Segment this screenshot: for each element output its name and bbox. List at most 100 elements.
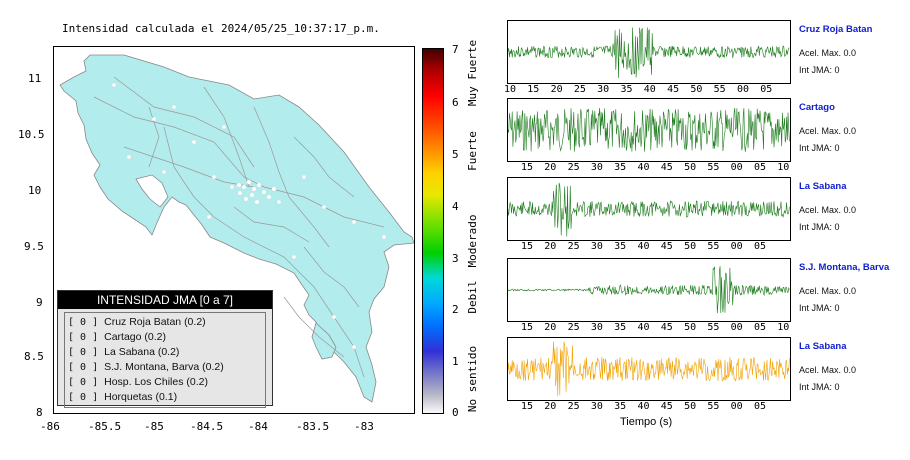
time-tick: 00 — [736, 84, 750, 95]
waveform-line — [508, 266, 790, 314]
waveform-line — [508, 27, 790, 79]
waveform-line — [508, 182, 790, 237]
gulf-nicoya — [135, 174, 169, 208]
colorbar-tick: 5 — [452, 148, 459, 161]
colorbar-label-muy-fuerte: Muy Fuerte — [466, 39, 479, 107]
time-tick: 10 — [503, 84, 517, 95]
legend-item: [ 0 ] Cartago (0.2) — [68, 330, 262, 345]
time-tick: 50 — [684, 401, 697, 412]
time-tick: 15 — [520, 162, 534, 173]
station-accel: Acel. Max. 0.0 — [799, 286, 857, 296]
waveform-time-axis: 15 20 25 30 35 40 45 50 55 00 05 10 — [505, 322, 795, 334]
legend-item-value: [ 0 ] — [68, 332, 99, 343]
time-tick: 45 — [660, 322, 673, 333]
legend-item: [ 0 ] Hosp. Los Chiles (0.2) — [68, 375, 262, 390]
time-tick: 35 — [620, 84, 633, 95]
time-tick: 55 — [713, 84, 726, 95]
lon-tick: -83 — [354, 420, 374, 433]
legend-item-value: [ 0 ] — [68, 362, 99, 373]
station-name: Cruz Roja Batan — [799, 24, 873, 35]
lat-tick: 8.5 — [24, 350, 44, 363]
waveform-time-axis: 15 20 25 30 35 40 45 50 55 00 05 — [505, 241, 795, 253]
waveform-panel[interactable] — [507, 98, 791, 162]
colorbar-label-fuerte: Fuerte — [466, 131, 479, 171]
time-tick: 25 — [567, 322, 580, 333]
legend-item-value: [ 0 ] — [68, 377, 99, 388]
time-axis-label: Tiempo (s) — [620, 416, 673, 428]
time-tick: 55 — [707, 322, 720, 333]
lat-tick: 8 — [36, 406, 43, 419]
time-tick: 00 — [730, 162, 743, 173]
time-tick: 15 — [520, 322, 534, 333]
time-tick: 55 — [707, 241, 720, 252]
station-name: S.J. Montana, Barva — [799, 262, 890, 273]
waveform-panel[interactable] — [507, 20, 791, 84]
lon-tick: -85 — [144, 420, 164, 433]
station-int: Int JMA: 0 — [799, 143, 840, 153]
time-tick: 05 — [760, 84, 773, 95]
time-tick: 25 — [567, 241, 580, 252]
legend-item-value: [ 0 ] — [68, 317, 99, 328]
intensity-legend: INTENSIDAD JMA [0 a 7] [ 0 ] Cruz Roja Ba… — [57, 290, 273, 408]
time-tick: 30 — [590, 401, 603, 412]
legend-item: [ 0 ] Cruz Roja Batan (0.2) — [68, 315, 262, 330]
lat-tick: 9 — [36, 296, 43, 309]
time-tick: 35 — [614, 241, 627, 252]
time-tick: 30 — [597, 84, 610, 95]
colorbar-tick: 7 — [452, 43, 459, 56]
legend-item: [ 0 ] La Sabana (0.2) — [68, 345, 262, 360]
time-tick: 50 — [684, 162, 697, 173]
time-tick: 55 — [707, 401, 720, 412]
colorbar-tick: 2 — [452, 303, 459, 316]
colorbar-tick: 6 — [452, 96, 459, 109]
lon-tick: -83.5 — [296, 420, 330, 433]
time-tick: 05 — [753, 401, 767, 412]
waveform-trace — [508, 341, 790, 397]
time-tick: 35 — [614, 401, 627, 412]
station-int: Int JMA: 0 — [799, 222, 840, 232]
colorbar-tick: 3 — [452, 252, 459, 265]
station-int: Int JMA: 0 — [799, 303, 840, 313]
waveform-panel[interactable] — [507, 177, 791, 241]
legend-item-name: Cruz Roja Batan (0.2) — [104, 316, 206, 328]
legend-item-name: S.J. Montana, Barva (0.2) — [104, 361, 224, 373]
legend-item-name: Horquetas (0.1) — [104, 391, 178, 403]
station-name: La Sabana — [799, 181, 847, 192]
time-tick: 20 — [544, 241, 557, 252]
station-int: Int JMA: 0 — [799, 65, 840, 75]
lon-tick: -84.5 — [190, 420, 224, 433]
time-tick: 50 — [684, 322, 697, 333]
legend-item-name: La Sabana (0.2) — [104, 346, 180, 358]
time-tick: 30 — [590, 241, 603, 252]
waveform-panel[interactable] — [507, 337, 791, 401]
time-tick: 05 — [753, 241, 767, 252]
lat-tick: 11 — [28, 72, 42, 85]
waveform-panel[interactable] — [507, 258, 791, 322]
lat-tick: 10.5 — [18, 128, 45, 141]
time-tick: 35 — [614, 322, 627, 333]
time-tick: 20 — [544, 401, 557, 412]
station-name: La Sabana — [799, 341, 847, 352]
station-accel: Acel. Max. 0.0 — [799, 48, 857, 58]
waveform-line — [508, 107, 790, 152]
waveform-trace — [508, 182, 790, 237]
colorbar-tick: 4 — [452, 200, 459, 213]
time-tick: 25 — [573, 84, 586, 95]
time-tick: 00 — [730, 322, 743, 333]
time-tick: 40 — [643, 84, 656, 95]
time-tick: 25 — [567, 401, 580, 412]
time-tick: 45 — [660, 241, 673, 252]
time-tick: 15 — [527, 84, 540, 95]
time-tick: 10 — [777, 162, 790, 173]
waveform-time-axis: 15 20 25 30 35 40 45 50 55 00 05 10 — [505, 162, 795, 174]
lon-tick: -85.5 — [88, 420, 122, 433]
time-tick: 40 — [637, 241, 650, 252]
lat-tick: 9.5 — [24, 240, 44, 253]
time-tick: 05 — [753, 162, 767, 173]
time-tick: 20 — [544, 162, 557, 173]
waveform-time-axis: 15 20 25 30 35 40 45 50 55 00 05 — [505, 401, 795, 413]
intensity-colorbar — [422, 48, 444, 414]
time-tick: 15 — [520, 401, 534, 412]
legend-item-value: [ 0 ] — [68, 347, 99, 358]
station-int: Int JMA: 0 — [799, 382, 840, 392]
